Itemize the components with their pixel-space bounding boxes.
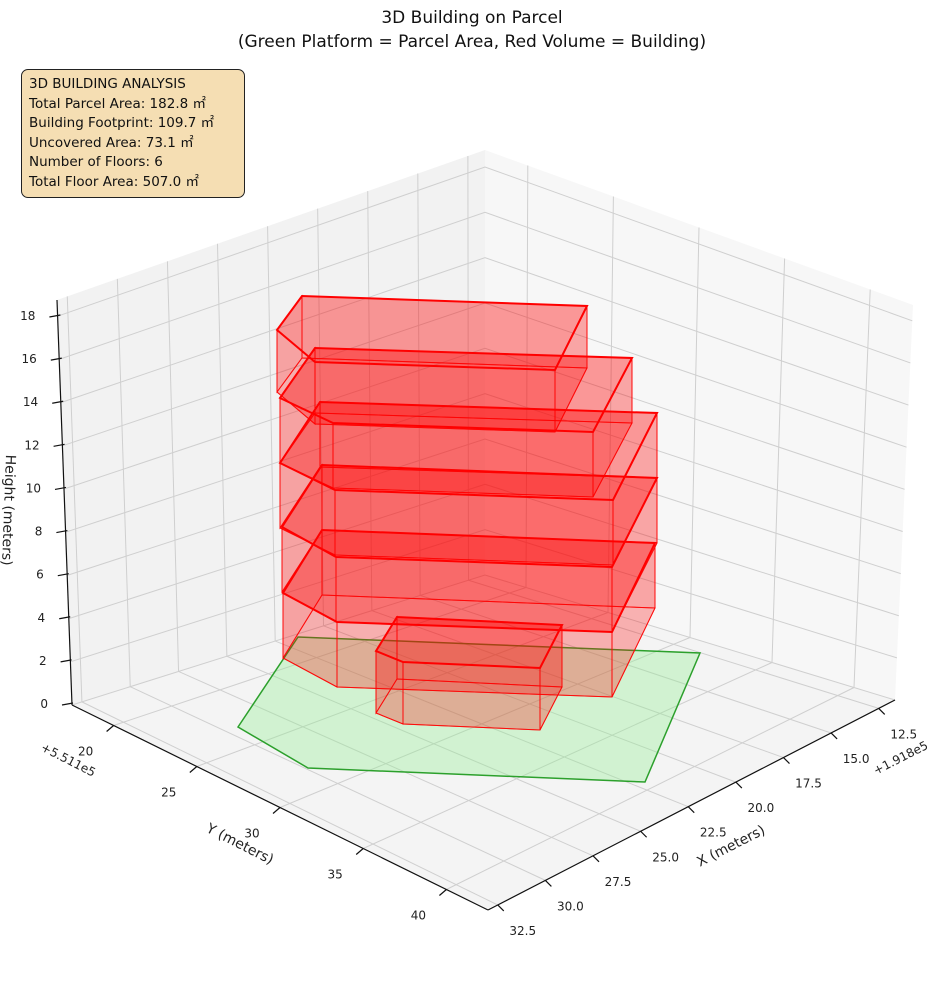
z-tick-label: 10 [26,481,41,495]
floor-5-bottom [279,412,633,498]
info-line: Total Floor Area: 507.0 ㎡ [29,173,200,190]
z-tick [57,573,69,577]
floor-1-bottom [375,678,563,731]
x-tick [735,781,743,789]
z-tick [52,400,64,404]
x-tick [640,830,648,838]
x-gridline [166,261,594,857]
x-tick-label: 12.5 [890,727,917,741]
x-tick [878,707,886,715]
z-gridline [57,166,913,322]
y-axis-label: Y (meters) [203,820,277,868]
z-tick [49,314,61,318]
x-gridline [116,278,546,881]
z-axis-label: Height (meters) [0,454,18,566]
info-line: Number of Floors: 6 [29,154,163,170]
z-tick-label: 6 [36,568,44,582]
y-tick-label: 40 [411,909,426,923]
y-gridline [196,196,614,767]
y-tick [272,807,281,814]
z-tick-label: 2 [39,654,47,668]
z-tick-label: 0 [40,697,48,711]
z-tick [53,443,65,447]
info-heading: 3D BUILDING ANALYSIS [29,76,186,92]
x-tick-label: 22.5 [700,826,727,840]
x-gridline [367,191,784,759]
y-gridline [279,227,700,808]
z-tick-label: 4 [38,611,46,625]
z-axis-line [56,299,73,706]
floor-6-top [275,294,589,372]
x-gridline [417,173,832,734]
x-tick [497,904,505,912]
y-tick-label: 35 [328,868,343,882]
x-tick-label: 30.0 [557,899,584,913]
x-tick-label: 15.0 [843,752,870,766]
z-tick-label: 16 [22,352,37,366]
z-tick-label: 8 [35,525,43,539]
y-tick [106,725,114,732]
x-gridline [217,243,641,832]
info-line: Building Footprint: 109.7 ㎡ [29,115,215,131]
z-tick-label: 14 [23,395,38,409]
x-tick-label: 32.5 [509,924,536,938]
x-gridline [66,296,498,906]
z-tick [60,659,72,663]
x-tick [687,806,695,814]
info-box: 3D BUILDING ANALYSIS Total Parcel Area: … [21,69,245,198]
y-gridline [362,258,786,849]
z-gridline [59,211,911,364]
z-gridline [65,393,903,533]
z-gridline [68,483,899,620]
y-tick-label: 20 [78,745,93,759]
z-gridline [60,257,909,406]
y-tick-label: 25 [161,786,176,800]
z-gridline [70,529,898,663]
x-offset-label: +1.918e5 [871,738,930,777]
z-tick [50,357,62,361]
x-tick [830,732,838,740]
floor-3-bottom [281,529,658,633]
z-tick [54,486,67,491]
y-tick-label: 30 [244,827,259,841]
chart-title: 3D Building on Parcel (Green Platform = … [0,6,944,54]
x-gridline [267,226,689,808]
subtitle-line: (Green Platform = Parcel Area, Red Volum… [237,32,707,52]
z-tick-label: 18 [20,309,35,323]
info-line: Uncovered Area: 73.1 ㎡ [29,134,194,151]
z-tick [59,616,71,620]
y-gridline [113,165,529,726]
x-tick [783,757,790,764]
info-line: Total Parcel Area: 182.8 ㎡ [29,95,206,112]
y-gridline [446,289,871,890]
x-axis-line [487,699,896,911]
x-gridline [467,155,879,709]
y-tick [439,889,447,896]
z-gridline [67,438,901,576]
x-tick [592,855,600,863]
z-tick [56,529,68,534]
x-tick-label: 27.5 [605,875,632,889]
floor-6-bottom [276,357,588,433]
title-line: 3D Building on Parcel [381,8,563,28]
floor-pane [72,575,895,910]
z-gridline [63,347,905,490]
z-tick [61,702,74,706]
parcel-platform [236,636,702,783]
y-tick [355,848,364,855]
x-tick [544,879,552,887]
floor-2-bottom [282,594,656,698]
y-tick [189,766,198,773]
z-tick-label: 12 [24,438,39,452]
x-tick-label: 17.5 [795,777,822,791]
floor-1-top [374,615,564,670]
floor-4-top [278,400,659,502]
x-tick-label: 20.0 [748,801,775,815]
x-tick-label: 25.0 [652,850,679,864]
z-gridline [71,574,896,706]
